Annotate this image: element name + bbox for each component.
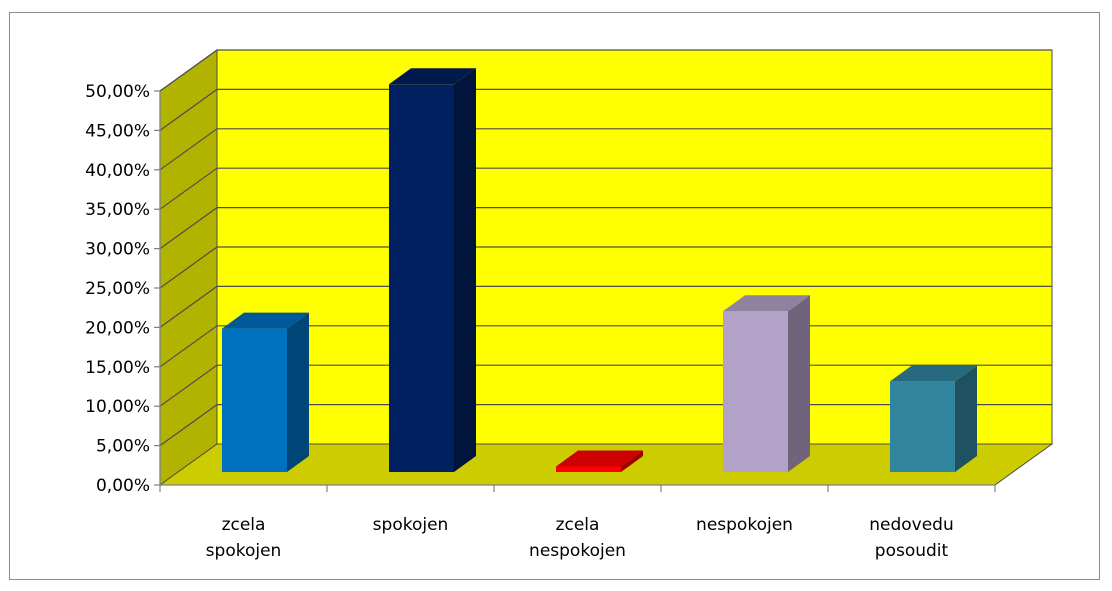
bars [222,68,977,472]
x-tick-label: zcela nespokojen [529,515,626,561]
gridline [159,128,1052,171]
bar [723,295,810,472]
bar-top [389,68,476,85]
bar-side [287,312,309,472]
x-tick-label: nespokojen [696,515,793,535]
bar-front [723,311,788,472]
y-tick-label: 0,00% [96,476,150,496]
bar-top [723,295,810,312]
bar-front [389,84,454,472]
bar-front [890,381,955,472]
y-tick-label: 40,00% [85,161,150,181]
y-tick-label: 45,00% [85,121,150,141]
x-tick-label: nedovedu posoudit [869,515,954,561]
bar-top [890,365,977,382]
bar [222,312,309,472]
axes [154,90,996,492]
gridline [159,88,1052,131]
y-tick-label: 20,00% [85,318,150,338]
y-tick-label: 10,00% [85,397,150,417]
y-tick-label: 30,00% [85,240,150,260]
x-tick-label: spokojen [373,515,449,535]
x-tick-label-line: zcela [222,515,266,535]
x-tick-label-line: posoudit [875,541,949,561]
bar-top [556,450,643,467]
bar-top [222,312,309,329]
gridline [159,49,1052,92]
gridline [159,285,1052,328]
y-tick-labels: 0,00% 5,00% 10,00% 15,00% 20,00% 25,00% 30,00%… [85,82,150,496]
x-tick-label: zcela spokojen [206,515,282,561]
bar [389,68,476,472]
bar-side [621,450,643,472]
x-tick-label-line: nespokojen [696,515,793,535]
gridline [159,167,1052,210]
y-tick-label: 5,00% [96,437,150,457]
gridline [159,246,1052,289]
x-tick-label-line: nedovedu [869,515,954,535]
bar-side [454,68,476,472]
y-tick-label: 35,00% [85,200,150,220]
bar-front [222,328,287,472]
y-tick-label: 15,00% [85,358,150,378]
y-tick-label: 50,00% [85,82,150,102]
y-tick-label: 25,00% [85,279,150,299]
gridlines [159,49,1052,447]
x-tick-label-line: nespokojen [529,541,626,561]
bar-side [788,295,810,472]
x-tick-label-line: zcela [556,515,600,535]
bar-front [556,466,621,472]
bar [556,450,643,472]
bar [890,365,977,472]
bar-side [955,365,977,472]
x-tick-label-line: spokojen [206,541,282,561]
x-tick-label-line: spokojen [373,515,449,535]
category-labels: zcela spokojen spokojen zcela nespokojen nesp… [206,515,954,561]
gridline [159,207,1052,250]
